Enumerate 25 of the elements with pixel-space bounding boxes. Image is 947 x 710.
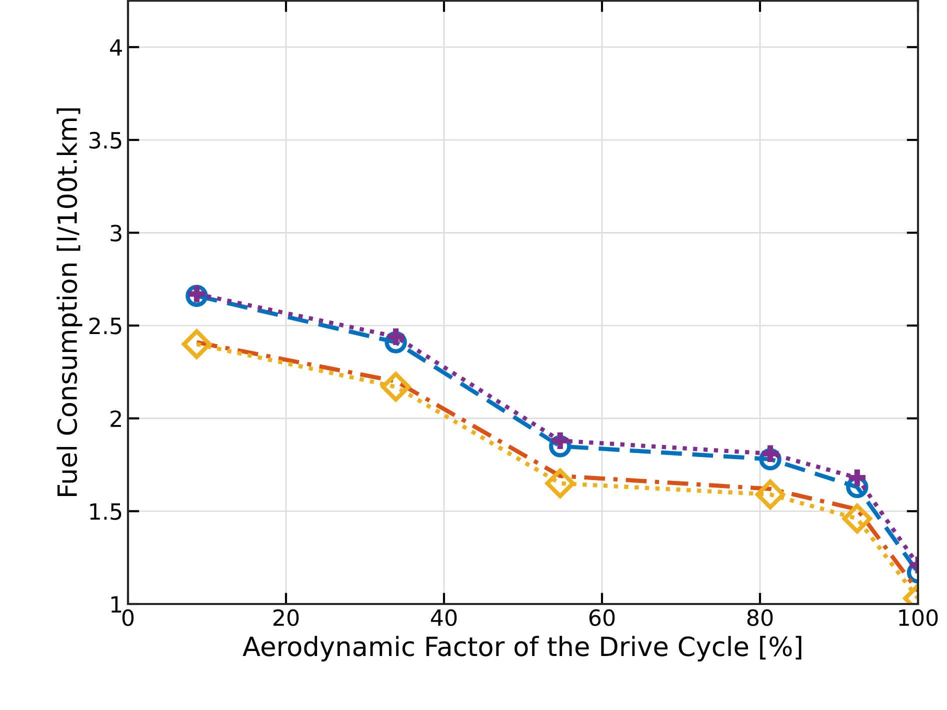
x-tick-label: 40: [430, 609, 457, 626]
point: [755, 480, 786, 510]
y-tick-label: 4: [110, 39, 122, 56]
x-tick-label: 20: [273, 609, 299, 626]
x-axis-title: Aerodynamic Factor of the Drive Cycle [%]: [242, 636, 802, 662]
point: [759, 448, 782, 470]
point: [545, 468, 575, 498]
point: [384, 331, 407, 354]
y-tick-label: 3: [110, 224, 122, 242]
point: [186, 284, 208, 307]
x-tick-label: 80: [747, 609, 773, 626]
y-tick-label: 3.5: [89, 132, 122, 149]
point: [380, 372, 411, 402]
y-axis-title: Fuel Consumption [l/100t.km]: [56, 108, 82, 496]
x-tick-label: 0: [122, 609, 134, 626]
point: [842, 504, 872, 534]
x-tick-label: 100: [899, 609, 938, 626]
y-tick-label: 2: [110, 410, 121, 427]
x-tick-label: 60: [589, 609, 615, 626]
y-tick-label: 1.5: [90, 503, 122, 520]
point: [549, 435, 572, 458]
y-tick-label: 1: [111, 596, 122, 612]
y-tick-label: 2.5: [89, 318, 122, 334]
point: [182, 329, 212, 359]
point: [848, 469, 866, 486]
